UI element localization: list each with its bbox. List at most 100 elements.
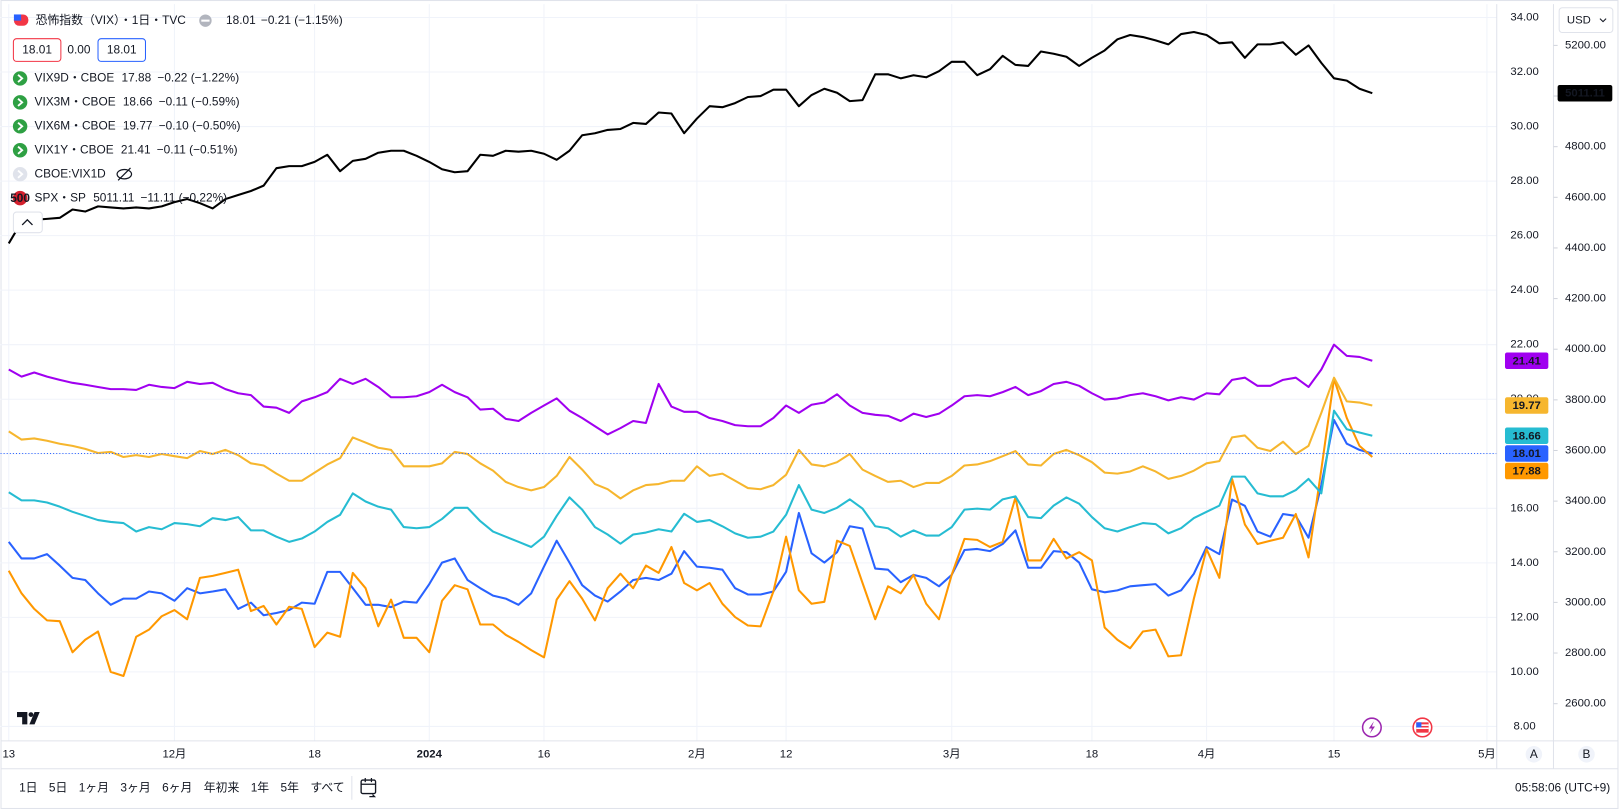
range-button[interactable]: 5年 bbox=[281, 781, 300, 795]
grid bbox=[0, 4, 1497, 741]
legend-change: −0.10 (−0.50%) bbox=[159, 118, 241, 132]
y-tick-label: 8.00 bbox=[1514, 720, 1536, 732]
legend-change: −0.11 (−0.59%) bbox=[159, 95, 240, 109]
price-tag bbox=[1504, 427, 1549, 445]
series-icon-arrow bbox=[17, 145, 24, 155]
series-icon-arrow bbox=[17, 98, 24, 107]
legend-name[interactable]: VIX1Y・CBOE bbox=[35, 142, 114, 156]
legend-name[interactable]: VIX9D・CBOE bbox=[35, 71, 115, 85]
price-tag bbox=[1504, 352, 1549, 370]
legend-change: −11.11 (−0.22%) bbox=[140, 190, 227, 204]
x-tick-label: 5月 bbox=[1478, 748, 1496, 760]
bid-box[interactable] bbox=[12, 38, 62, 62]
series-icon bbox=[12, 166, 28, 182]
y-tick-label: 22.00 bbox=[1510, 339, 1538, 351]
x-tick-label: 12 bbox=[780, 748, 793, 760]
price-tag-label: 18.66 bbox=[1512, 430, 1540, 442]
hidden-eye-icon[interactable] bbox=[116, 168, 133, 180]
x-tick-label: 18 bbox=[1086, 748, 1099, 760]
y2-tick-label: 5200.00 bbox=[1565, 39, 1606, 51]
toolbar: USD A B 1日 5日 1ヶ月 3ヶ月 6ヶ月 年初来 1年 5年 すべて 05:58:06 (UT… bbox=[19, 7, 1614, 800]
scale-button-label: A bbox=[1530, 747, 1538, 761]
price-tag bbox=[1504, 462, 1549, 480]
legend-value: 5011.11 bbox=[93, 190, 135, 204]
price-tags: 17.88 18.01 18.66 19.77 21.41 5011.11 bbox=[1504, 84, 1613, 480]
price-tag-label: 17.88 bbox=[1512, 466, 1540, 478]
range-button[interactable]: 1日 bbox=[19, 781, 37, 795]
range-button[interactable]: 年初来 bbox=[204, 781, 240, 795]
scale-button-label: B bbox=[1583, 747, 1591, 761]
legend-name[interactable]: CBOE:VIX1D bbox=[35, 166, 106, 180]
y2-tick-label: 3000.00 bbox=[1565, 596, 1606, 608]
range-button[interactable]: 5日 bbox=[49, 781, 67, 795]
legend-value: 17.88 bbox=[122, 71, 152, 85]
price-tag-label: 18.01 bbox=[1512, 448, 1540, 460]
range-button[interactable]: 6ヶ月 bbox=[162, 781, 192, 795]
price-tag-label: 21.41 bbox=[1512, 355, 1540, 367]
series-line bbox=[8, 343, 1373, 436]
y-tick-label: 10.00 bbox=[1510, 666, 1538, 678]
ask-box[interactable] bbox=[97, 38, 146, 62]
collapse-button[interactable] bbox=[12, 211, 43, 234]
price-tag bbox=[1557, 84, 1613, 102]
range-button[interactable]: 1ヶ月 bbox=[79, 781, 109, 795]
y-tick-label: 12.00 bbox=[1510, 611, 1538, 623]
spread: 0.00 bbox=[67, 43, 90, 57]
ask-price: 18.01 bbox=[107, 43, 137, 57]
x-tick-label: 18 bbox=[308, 748, 321, 760]
x-tick-label: 12月 bbox=[162, 748, 186, 760]
date-range-icon[interactable] bbox=[360, 779, 377, 795]
range-button[interactable]: 3ヶ月 bbox=[120, 781, 150, 795]
series-icon bbox=[12, 71, 28, 86]
series-line bbox=[8, 409, 1373, 549]
series-icon-arrow bbox=[17, 121, 24, 131]
price-tag-label: 19.77 bbox=[1512, 400, 1540, 412]
series-line bbox=[7, 377, 1373, 678]
y2-tick-label: 4400.00 bbox=[1565, 242, 1606, 254]
logo bbox=[17, 712, 40, 725]
economic-event-icon[interactable] bbox=[1412, 717, 1433, 738]
y-tick-label: 16.00 bbox=[1510, 502, 1538, 514]
y2-tick-label: 4200.00 bbox=[1565, 293, 1606, 305]
range-button[interactable]: 1年 bbox=[251, 781, 270, 795]
legend-value: 18.66 bbox=[123, 95, 153, 109]
y-tick-label: 30.00 bbox=[1510, 121, 1538, 133]
legend-name[interactable]: VIX3M・CBOE bbox=[35, 95, 116, 109]
y2-tick-label: 4000.00 bbox=[1565, 343, 1606, 355]
y2-tick-label: 3600.00 bbox=[1565, 444, 1606, 456]
series-line bbox=[7, 30, 1373, 244]
series-icon-arrow bbox=[17, 169, 24, 179]
y2-tick-label: 3400.00 bbox=[1565, 495, 1606, 507]
scale-button[interactable] bbox=[1578, 746, 1595, 763]
y2-tick-label: 3800.00 bbox=[1565, 394, 1606, 406]
y-tick-label: 32.00 bbox=[1510, 66, 1538, 78]
main-price: 18.01 bbox=[226, 13, 256, 27]
legend-name[interactable]: VIX6M・CBOE bbox=[35, 118, 116, 132]
plot bbox=[0, 30, 1497, 678]
price-tag bbox=[1504, 397, 1549, 414]
series-line bbox=[8, 376, 1373, 500]
series-icon-arrow bbox=[17, 74, 24, 83]
legend-value: 21.41 bbox=[121, 142, 151, 156]
lightning-icon[interactable] bbox=[1361, 717, 1382, 738]
range-button[interactable]: すべて bbox=[310, 781, 344, 795]
y2-tick-label: 3200.00 bbox=[1565, 546, 1606, 558]
y2-tick-label: 4600.00 bbox=[1565, 191, 1606, 203]
scale-button[interactable] bbox=[1525, 746, 1543, 763]
legend-change: −0.11 (−0.51%) bbox=[157, 142, 238, 156]
collapse-arrow bbox=[21, 218, 33, 226]
series-icon bbox=[12, 119, 28, 134]
currency-select[interactable] bbox=[1558, 7, 1614, 34]
y-tick-label: 34.00 bbox=[1510, 11, 1538, 23]
x-tick-label: 4月 bbox=[1198, 748, 1216, 760]
hidden-eye-icon bbox=[117, 167, 131, 181]
series-icon bbox=[12, 190, 28, 206]
x-tick-label: 16 bbox=[538, 748, 551, 760]
legend-value: 19.77 bbox=[123, 118, 153, 132]
legend-name[interactable]: SPX・SP bbox=[35, 190, 86, 204]
currency-caret bbox=[1599, 18, 1607, 23]
main-change: −0.21 (−1.15%) bbox=[261, 13, 343, 27]
series-line bbox=[7, 418, 1373, 617]
